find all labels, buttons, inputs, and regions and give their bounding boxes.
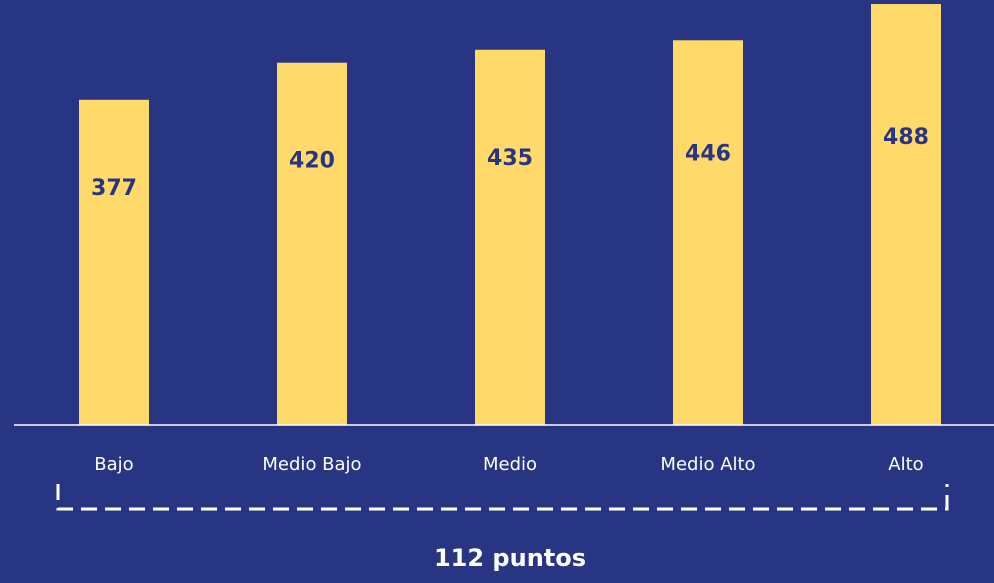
value-labels-group: 377 420 435 446 488: [91, 125, 929, 201]
bar-bajo: [79, 99, 149, 425]
tick-label-medio-alto: Medio Alto: [660, 454, 755, 475]
tick-label-bajo: Bajo: [94, 454, 133, 475]
data-label-bajo: 377: [91, 176, 137, 201]
tick-label-alto: Alto: [888, 454, 923, 475]
bar-medio-alto: [673, 40, 743, 426]
data-label-alto: 488: [883, 125, 929, 150]
bars-group: [79, 4, 941, 426]
data-label-medio-bajo: 420: [289, 149, 335, 174]
range-bracket: [56, 484, 949, 511]
tick-label-medio: Medio: [483, 454, 537, 475]
data-label-medio: 435: [487, 146, 533, 171]
data-label-medio-alto: 446: [685, 141, 731, 166]
x-tick-labels-group: Bajo Medio Bajo Medio Medio Alto Alto: [94, 454, 923, 475]
bar-medio: [475, 49, 545, 425]
bar-medio-bajo: [277, 62, 347, 425]
tick-label-medio-bajo: Medio Bajo: [262, 454, 361, 475]
range-annotation: 112 puntos: [434, 544, 586, 572]
bar-alto: [871, 4, 941, 425]
